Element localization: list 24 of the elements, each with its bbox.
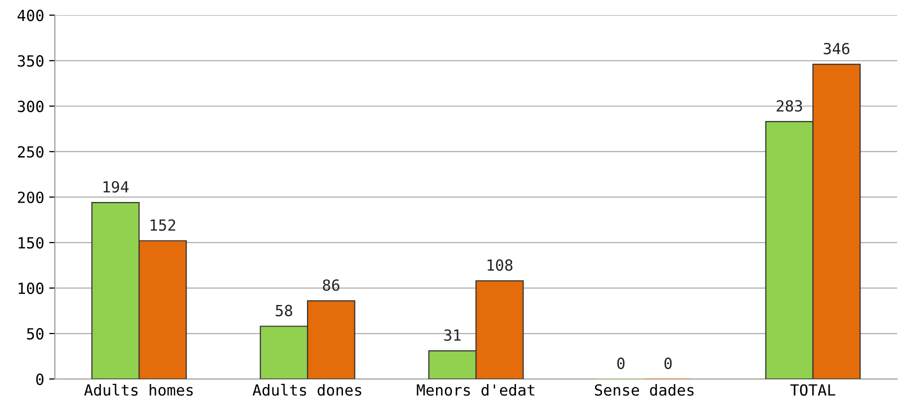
y-tick-label: 250 — [18, 146, 44, 158]
x-tick-label: Adults dones — [252, 384, 362, 396]
data-label: 58 — [276, 304, 292, 316]
data-label: 0 — [617, 358, 625, 370]
data-label: 108 — [488, 259, 512, 271]
x-tick-label: TOTAL — [790, 384, 836, 396]
y-tick-label: 100 — [18, 282, 44, 294]
x-tick-label: Sense dades — [594, 384, 694, 396]
data-label: 86 — [322, 279, 340, 291]
x-tick-label: Menors d'edat — [416, 384, 534, 396]
y-tick-label: 0 — [36, 374, 44, 386]
y-tick-label: 200 — [18, 192, 44, 204]
y-tick-label: 150 — [18, 237, 44, 249]
data-label: 346 — [824, 42, 850, 54]
x-tick-label: Adults homes — [84, 384, 193, 396]
y-tick-label: 50 — [27, 328, 44, 340]
data-label: 31 — [444, 329, 461, 341]
data-label: 283 — [776, 100, 802, 112]
y-tick-label: 300 — [18, 100, 44, 112]
y-tick-label: 350 — [18, 55, 44, 67]
y-tick-label: 400 — [18, 10, 44, 22]
data-label: 0 — [664, 358, 672, 370]
data-label: 152 — [150, 219, 176, 231]
data-label: 194 — [104, 181, 129, 193]
